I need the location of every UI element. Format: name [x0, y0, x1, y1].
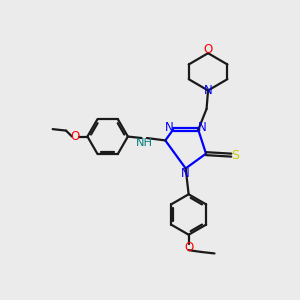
Text: O: O: [184, 241, 193, 254]
Text: N: N: [165, 121, 173, 134]
Text: O: O: [70, 130, 79, 143]
Text: NH: NH: [136, 138, 153, 148]
Text: O: O: [203, 43, 213, 56]
Text: N: N: [181, 167, 190, 180]
Text: N: N: [204, 84, 212, 97]
Text: S: S: [231, 148, 239, 162]
Text: N: N: [198, 121, 207, 134]
